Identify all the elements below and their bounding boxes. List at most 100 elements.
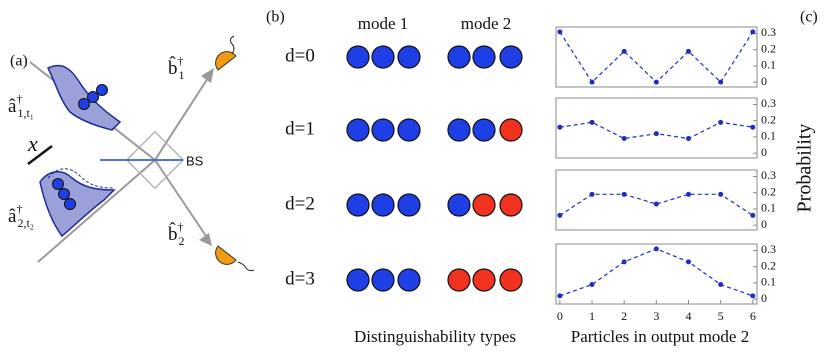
particle — [447, 45, 471, 69]
y-tick-label: 0.2 — [761, 184, 776, 198]
particle — [447, 268, 471, 292]
particle — [346, 45, 370, 69]
caption: Distinguishability types — [354, 327, 516, 346]
x-tick-label: 0 — [557, 309, 563, 323]
data-point — [621, 259, 627, 265]
plot-frame — [555, 26, 758, 88]
particle — [447, 118, 471, 142]
operator: b̂† 1 — [168, 54, 185, 82]
operator-sup: † — [16, 92, 22, 106]
photon — [87, 91, 99, 103]
operator-sub: 1 — [179, 68, 185, 82]
data-point — [718, 282, 724, 288]
arrow — [199, 233, 212, 246]
data-point — [685, 259, 691, 265]
wavepacket — [39, 171, 116, 238]
operator-base: â — [8, 206, 17, 227]
photon — [78, 98, 90, 110]
x-tick-label: 6 — [750, 309, 756, 323]
photon — [52, 178, 64, 190]
operator: â† 2,t₂ — [8, 202, 34, 230]
x-tick-label: 5 — [718, 309, 724, 323]
data-point — [589, 79, 595, 85]
data-point — [621, 136, 627, 142]
data-point — [621, 191, 627, 197]
particle — [371, 193, 395, 217]
particle — [346, 193, 370, 217]
column-header: mode 2 — [461, 14, 512, 33]
charts: 0 0.1 0.2 0.3 0 0.1 0.2 0.3 0 0.1 0.2 0.3 0 0.1 0.2 0.3… — [555, 25, 776, 323]
operator-sup: † — [178, 220, 184, 234]
data-point — [589, 282, 595, 288]
operator: b̂† 2 — [168, 220, 185, 248]
data-point — [653, 79, 659, 85]
splitter-label: BS — [186, 153, 204, 168]
column-header: mode 1 — [358, 14, 409, 33]
y-tick-label: 0.1 — [761, 201, 776, 215]
operator-base: b̂ — [168, 223, 178, 245]
data-point — [557, 212, 563, 218]
y-tick-label: 0 — [761, 145, 767, 159]
operator-sup: † — [178, 54, 184, 68]
x-tick-label: 2 — [621, 309, 627, 323]
detector — [215, 245, 237, 265]
data-point — [589, 191, 595, 197]
y-tick-label: 0.3 — [761, 25, 776, 39]
data-point — [653, 131, 659, 137]
particle — [472, 118, 496, 142]
y-tick-label: 0 — [761, 74, 767, 88]
panel-label: (b) — [266, 9, 285, 26]
particle — [447, 193, 471, 217]
operator-sub: 1,t₁ — [17, 106, 34, 120]
y-tick-label: 0.1 — [761, 275, 776, 289]
row-label: d=2 — [285, 193, 315, 214]
output-beam — [154, 159, 207, 237]
y-tick-label: 0 — [761, 291, 767, 305]
signal — [237, 261, 255, 272]
row-label: d=3 — [285, 268, 315, 289]
particle — [499, 268, 523, 292]
delay-label: x — [27, 131, 38, 156]
y-tick-label: 0.3 — [761, 96, 776, 110]
data-point — [685, 191, 691, 197]
particle — [346, 118, 370, 142]
particle — [499, 45, 523, 69]
particle — [397, 118, 421, 142]
panel-label: (a) — [10, 53, 28, 70]
particle — [397, 193, 421, 217]
rows: d=0 d=1 d=2 d=3 — [285, 45, 523, 292]
particle — [499, 118, 523, 142]
particle — [472, 193, 496, 217]
arrow — [201, 68, 214, 83]
particle — [346, 268, 370, 292]
output-beam — [154, 77, 209, 161]
y-tick-label: 0.3 — [761, 242, 776, 256]
operator: â† 1,t₁ — [8, 92, 34, 120]
x-axis-label: Particles in output mode 2 — [571, 327, 749, 346]
photon — [96, 84, 108, 96]
particle — [499, 193, 523, 217]
panel-label: (c) — [800, 9, 818, 26]
y-tick-label: 0.2 — [761, 112, 776, 126]
x-tick-label: 3 — [653, 309, 659, 323]
data-point — [653, 246, 659, 252]
photon — [64, 198, 76, 210]
y-tick-label: 0 — [761, 217, 767, 231]
x-tick-label: 1 — [589, 309, 595, 323]
operator-sub: 2 — [179, 234, 185, 248]
wavepacket-shifted — [47, 168, 115, 189]
data-point — [621, 48, 627, 54]
data-point — [557, 124, 563, 130]
data-point — [653, 201, 659, 207]
particle — [472, 268, 496, 292]
row-label: d=1 — [285, 118, 315, 139]
series-line — [559, 31, 754, 84]
data-point — [718, 191, 724, 197]
particle — [397, 268, 421, 292]
particle — [472, 45, 496, 69]
plot-frame — [555, 243, 758, 305]
data-point — [557, 29, 563, 35]
data-point — [718, 79, 724, 85]
input-beam — [37, 159, 156, 263]
